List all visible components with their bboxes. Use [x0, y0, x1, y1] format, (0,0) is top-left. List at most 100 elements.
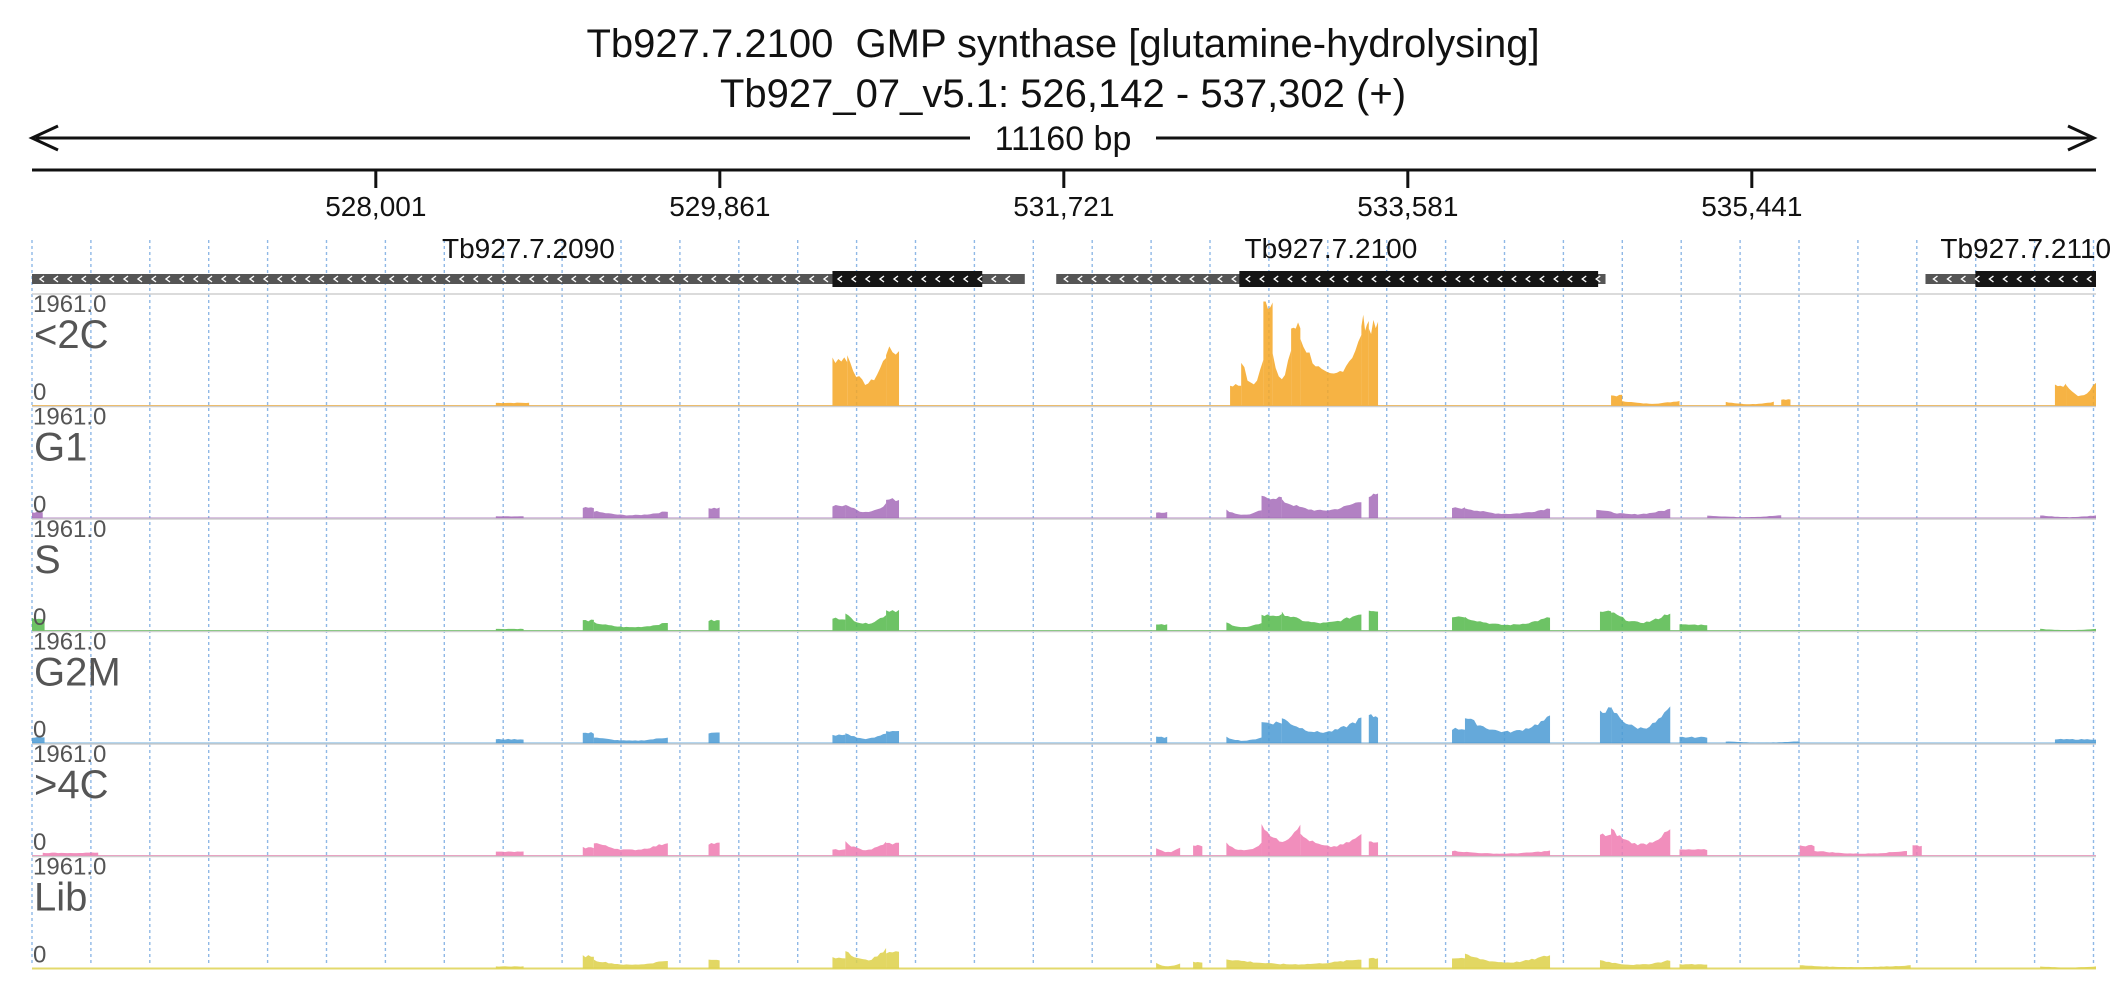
- track-max-label: 1961.0: [33, 404, 106, 431]
- strand-chevron: [1343, 275, 1349, 283]
- strand-chevron: [738, 275, 745, 283]
- strand-chevron: [318, 275, 325, 283]
- coverage-area: [1611, 706, 1671, 744]
- strand-chevron: [234, 275, 241, 283]
- axis-tick-label: 529,861: [669, 191, 770, 222]
- strand-chevron: [430, 275, 437, 283]
- strand-chevron: [500, 275, 507, 283]
- strand-chevron: [1203, 275, 1209, 283]
- coverage-area: [832, 849, 846, 856]
- strand-chevron: [556, 275, 563, 283]
- strand-chevron: [864, 275, 871, 283]
- coverage-area: [2054, 738, 2096, 744]
- track-min-label: 0: [33, 379, 46, 406]
- strand-chevron: [570, 275, 577, 283]
- strand-chevron: [192, 275, 199, 283]
- strand-chevron: [920, 275, 927, 283]
- coverage-area: [1596, 508, 1671, 519]
- strand-chevron: [1539, 275, 1545, 283]
- strand-chevron: [388, 275, 395, 283]
- track-max-label: 1961.0: [33, 629, 106, 656]
- strand-chevron: [822, 275, 829, 283]
- strand-chevron: [108, 275, 115, 283]
- track-min-label: 0: [33, 829, 46, 856]
- strand-chevron: [682, 275, 689, 283]
- strand-chevron: [1119, 275, 1125, 283]
- strand-chevron: [836, 275, 843, 283]
- strand-chevron: [1091, 275, 1097, 283]
- coverage-area: [886, 609, 900, 631]
- coverage-area: [832, 504, 846, 519]
- coverage-area: [1368, 493, 1379, 519]
- strand-chevron: [1385, 275, 1391, 283]
- track-name: Lib: [34, 876, 87, 920]
- strand-chevron: [1511, 275, 1517, 283]
- coverage-area: [1300, 334, 1362, 406]
- gene-model: [32, 271, 1025, 287]
- strand-chevron: [1525, 275, 1531, 283]
- coverage-track: [32, 630, 2096, 745]
- coverage-area: [1452, 727, 1465, 744]
- track-max-label: 1961.0: [33, 291, 106, 318]
- strand-chevron: [1077, 275, 1083, 283]
- coverage-area: [845, 613, 887, 631]
- coverage-area: [1156, 624, 1168, 631]
- coverage-area: [1193, 844, 1203, 856]
- gene-title: Tb927.7.2100 GMP synthase [glutamine-hyd…: [586, 22, 1540, 66]
- gene-label: Tb927.7.2110: [1940, 233, 2111, 264]
- strand-chevron: [2086, 275, 2092, 283]
- strand-chevron: [2058, 275, 2064, 283]
- coverage-area: [1707, 515, 1782, 519]
- coverage-area: [1156, 511, 1168, 519]
- strand-chevron: [584, 275, 591, 283]
- coverage-area: [1261, 495, 1282, 519]
- gene-label: Tb927.7.2100: [1244, 233, 1417, 264]
- strand-chevron: [1974, 275, 1980, 283]
- strand-chevron: [990, 275, 997, 283]
- track-max-label: 1961.0: [33, 854, 106, 881]
- strand-chevron: [1553, 275, 1559, 283]
- coverage-area: [832, 957, 846, 969]
- strand-chevron: [1245, 275, 1251, 283]
- coverage-area: [1452, 957, 1465, 969]
- strand-chevron: [1581, 275, 1587, 283]
- coverage-area: [2040, 628, 2096, 631]
- strand-chevron: [528, 275, 535, 283]
- coverage-area: [1193, 961, 1203, 969]
- strand-chevron: [346, 275, 353, 283]
- track-min-label: 0: [33, 492, 46, 519]
- strand-chevron: [892, 275, 899, 283]
- coverage-area: [582, 846, 594, 856]
- strand-chevron: [626, 275, 633, 283]
- coverage-area: [1368, 841, 1379, 856]
- strand-chevron: [332, 275, 339, 283]
- track-min-label: 0: [33, 942, 46, 969]
- arrow-head-left: [28, 124, 59, 152]
- strand-chevron: [878, 275, 885, 283]
- track-min-label: 0: [33, 604, 46, 631]
- strand-chevron: [1567, 275, 1573, 283]
- strand-chevron: [1105, 275, 1111, 283]
- strand-chevron: [360, 275, 367, 283]
- coverage-area: [1599, 707, 1612, 744]
- strand-chevron: [1217, 275, 1223, 283]
- coverage-area: [832, 734, 846, 744]
- coverage-area: [1599, 960, 1671, 969]
- coverage-area: [1679, 736, 1708, 744]
- strand-chevron: [1357, 275, 1363, 283]
- axis-tick-label: 533,581: [1357, 191, 1458, 222]
- coverage-area: [495, 516, 524, 519]
- track-name: G1: [34, 426, 87, 470]
- coverage-area: [708, 959, 720, 969]
- coverage-area: [1226, 842, 1262, 856]
- strand-chevron: [2002, 275, 2008, 283]
- strand-chevron: [1371, 275, 1377, 283]
- coverage-area: [1679, 624, 1708, 631]
- strand-chevron: [262, 275, 269, 283]
- coverage-area: [1679, 849, 1708, 856]
- coverage-area: [832, 617, 846, 631]
- coverage-area: [32, 736, 45, 744]
- strand-chevron: [66, 275, 73, 283]
- strand-chevron: [962, 275, 969, 283]
